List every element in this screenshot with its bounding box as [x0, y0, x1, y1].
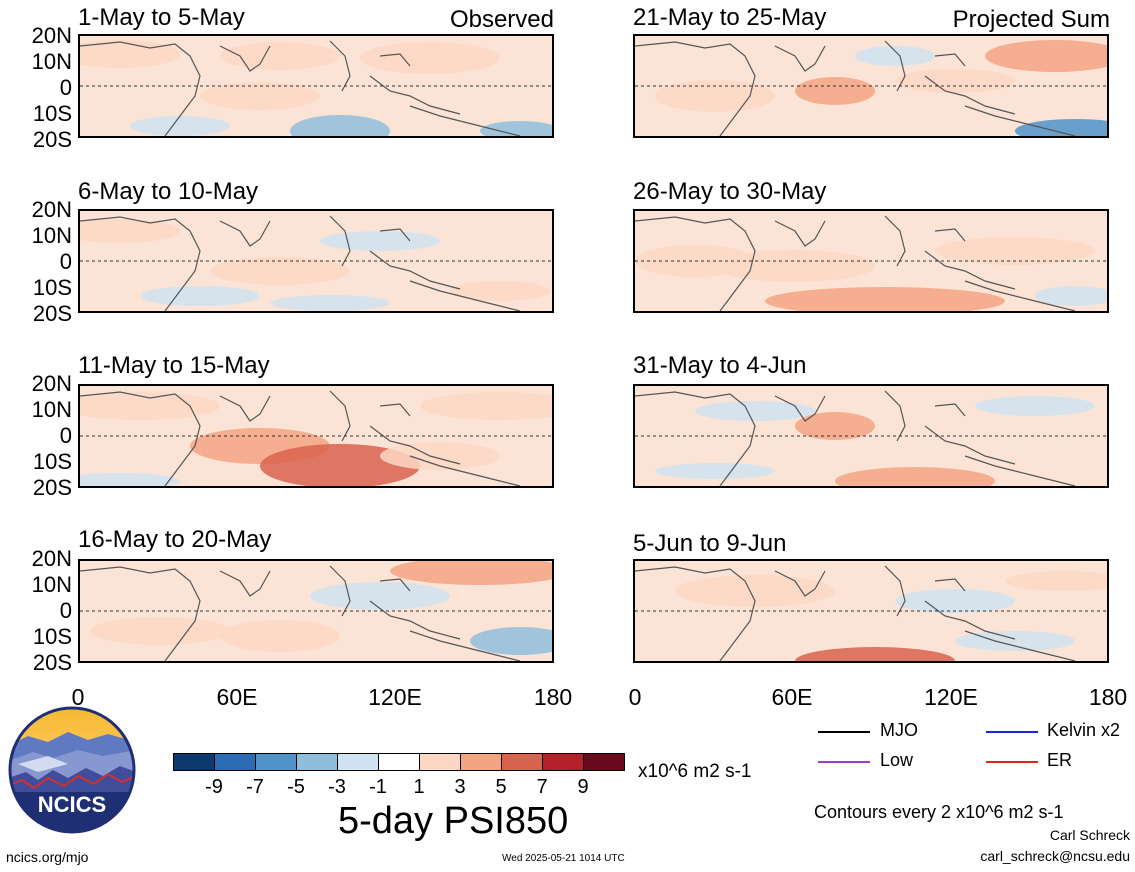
lat-label: 10S — [32, 624, 72, 649]
colorbar-swatch — [583, 753, 625, 771]
lat-label: 20S — [32, 475, 72, 500]
map-panel-6 — [633, 209, 1109, 313]
lat-label: 20N — [31, 371, 72, 396]
site-link[interactable]: ncics.org/mjo — [6, 849, 89, 865]
panel-tag-projected: Projected Sum — [952, 6, 1110, 33]
colorbar-swatch — [419, 753, 461, 771]
lat-label: 10N — [31, 397, 72, 422]
colorbar-swatch — [255, 753, 297, 771]
lat-label: 10N — [31, 572, 72, 597]
lon-label: 180 — [533, 684, 573, 710]
lon-label: 60E — [771, 684, 813, 710]
map-panel-1 — [78, 34, 554, 138]
lat-label: 20N — [31, 197, 72, 222]
timestamp: Wed 2025-05-21 1014 UTC — [502, 853, 625, 864]
lon-label: 180 — [1088, 684, 1128, 710]
panel-title-4: 16-May to 20-May — [78, 526, 272, 553]
legend-line-kelvin — [986, 731, 1038, 733]
colorbar-tick-label: -1 — [369, 776, 387, 798]
lat-label: 0 — [59, 75, 72, 100]
legend-line-mjo — [818, 731, 870, 733]
main-title: 5-day PSI850 — [338, 800, 569, 842]
lat-label: 20S — [32, 127, 72, 152]
colorbar-tick-label: -5 — [287, 776, 305, 798]
author-email: carl_schreck@ncsu.edu — [980, 848, 1130, 864]
panel-title-7: 31-May to 4-Jun — [633, 352, 807, 379]
map-panel-4 — [78, 559, 554, 663]
colorbar-swatch — [501, 753, 543, 771]
panel-title-1: 1-May to 5-May — [78, 4, 245, 31]
panel-title-8: 5-Jun to 9-Jun — [633, 530, 787, 557]
colorbar-swatch — [173, 753, 215, 771]
lon-label: 60E — [216, 684, 258, 710]
map-panel-8 — [633, 559, 1109, 663]
panel-title-5: 21-May to 25-May — [633, 4, 827, 31]
colorbar-swatch — [460, 753, 502, 771]
lat-label: 20S — [32, 650, 72, 675]
colorbar-tick-label: -9 — [205, 776, 223, 798]
map-panel-3 — [78, 384, 554, 488]
map-panel-5 — [633, 34, 1109, 138]
legend-label-mjo: MJO — [880, 720, 918, 740]
colorbar-units: x10^6 m2 s-1 — [638, 761, 752, 782]
lat-label: 0 — [59, 423, 72, 448]
colorbar-tick-label: 3 — [454, 776, 466, 798]
legend-label-low: Low — [880, 750, 914, 770]
colorbar-tick-label: -7 — [246, 776, 264, 798]
colorbar-swatch — [378, 753, 420, 771]
lon-label: 0 — [71, 684, 85, 710]
colorbar-tick-label: 1 — [413, 776, 425, 798]
panel-title-6: 26-May to 30-May — [633, 178, 827, 205]
lat-label: 20N — [31, 23, 72, 48]
colorbar-tick-label: 7 — [536, 776, 548, 798]
lon-label: 120E — [924, 684, 978, 710]
panel-title-2: 6-May to 10-May — [78, 178, 259, 205]
lat-label: 20S — [32, 301, 72, 326]
lat-label: 0 — [59, 598, 72, 623]
lat-label: 20N — [31, 546, 72, 571]
lon-label: 120E — [368, 684, 422, 710]
lat-label: 0 — [59, 249, 72, 274]
panel-tag-observed: Observed — [449, 6, 554, 33]
panel-title-3: 11-May to 15-May — [78, 352, 270, 379]
lat-label: 10S — [32, 449, 72, 474]
colorbar-tick-label: 5 — [495, 776, 507, 798]
colorbar-swatch — [337, 753, 379, 771]
legend-line-low — [818, 761, 870, 763]
colorbar-swatch — [214, 753, 256, 771]
map-panel-7 — [633, 384, 1109, 488]
legend-label-kelvin: Kelvin x2 — [1047, 720, 1121, 740]
logo-text: NCICS — [38, 792, 106, 817]
colorbar-swatch — [542, 753, 584, 771]
ncics-logo: NCICS — [8, 706, 136, 834]
contour-note: Contours every 2 x10^6 m2 s-1 — [814, 802, 1064, 822]
colorbar-swatch — [296, 753, 338, 771]
lat-label: 10N — [31, 49, 72, 74]
lat-label: 10N — [31, 223, 72, 248]
lat-label: 10S — [32, 275, 72, 300]
map-panel-2 — [78, 209, 554, 313]
author-name: Carl Schreck — [1049, 827, 1130, 843]
lon-label: 0 — [628, 684, 642, 710]
lat-label: 10S — [32, 101, 72, 126]
legend-line-er — [986, 761, 1038, 763]
colorbar-tick-label: -3 — [328, 776, 346, 798]
legend-label-er: ER — [1047, 750, 1073, 770]
colorbar-tick-label: 9 — [577, 776, 589, 798]
